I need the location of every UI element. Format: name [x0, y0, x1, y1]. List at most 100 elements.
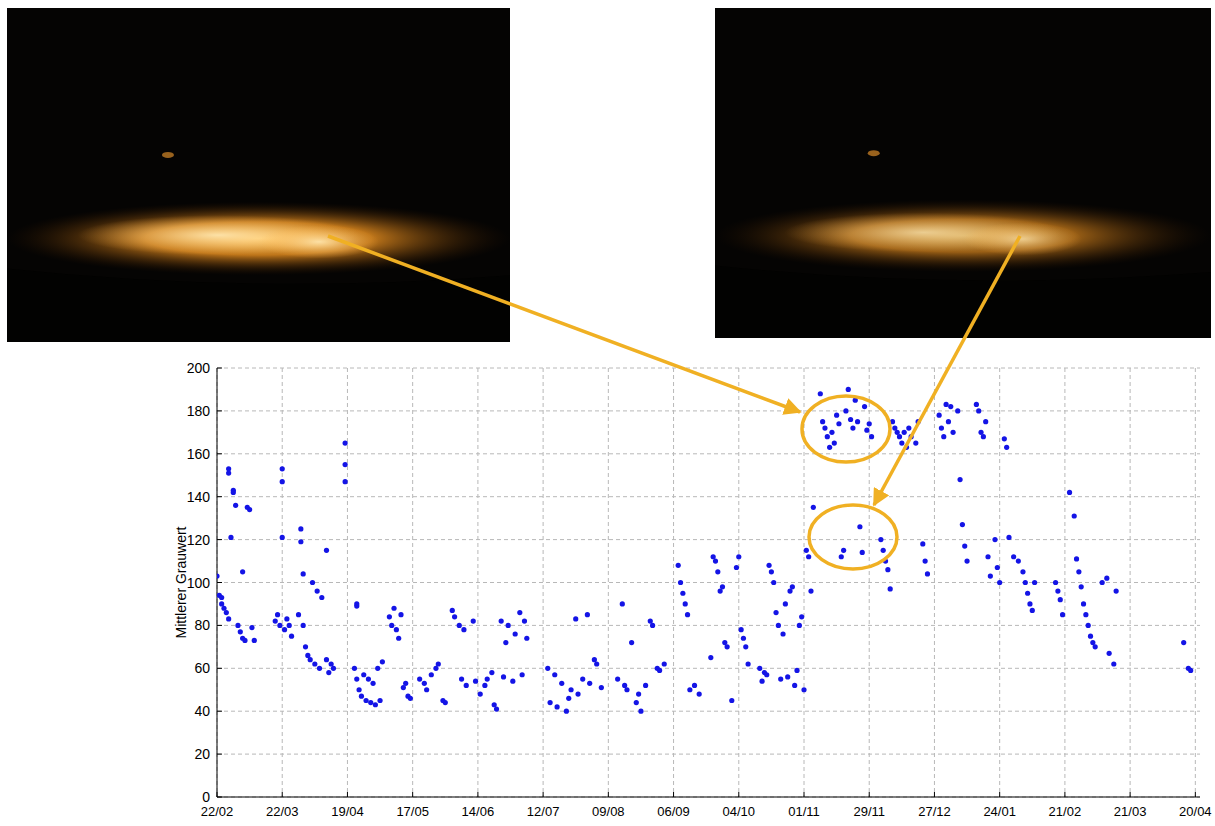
point: [398, 612, 403, 617]
axes: 02040608010012014016018020022/0222/0319/…: [173, 360, 1212, 819]
point: [343, 440, 348, 445]
point: [235, 623, 240, 628]
point: [846, 387, 851, 392]
point: [424, 687, 429, 692]
grid-line: [673, 368, 674, 797]
point: [301, 571, 306, 576]
tick-mark: [412, 792, 413, 797]
tick-label: 21/03: [1114, 804, 1147, 819]
tick-mark: [543, 792, 544, 797]
point: [370, 681, 375, 686]
point: [366, 676, 371, 681]
point: [955, 408, 960, 413]
point: [1081, 601, 1086, 606]
grid-line: [217, 625, 1200, 626]
point: [324, 548, 329, 553]
point: [524, 636, 529, 641]
point: [680, 591, 685, 596]
point: [319, 595, 324, 600]
point: [343, 462, 348, 467]
point: [1083, 612, 1088, 617]
point: [450, 608, 455, 613]
highlight-ellipse: [809, 505, 897, 569]
point: [678, 580, 683, 585]
point: [354, 603, 359, 608]
point: [387, 614, 392, 619]
point: [545, 666, 550, 671]
tick-label: 120: [187, 532, 211, 548]
point: [822, 425, 827, 430]
point: [308, 657, 313, 662]
point: [354, 676, 359, 681]
point: [559, 681, 564, 686]
point: [461, 627, 466, 632]
tick-mark: [217, 625, 222, 626]
tick-mark: [738, 792, 739, 797]
grid-line: [217, 368, 218, 797]
point: [457, 623, 462, 628]
point: [585, 612, 590, 617]
point: [324, 657, 329, 662]
point: [739, 627, 744, 632]
grid: [217, 368, 1200, 797]
point: [1088, 634, 1093, 639]
foreground: [715, 265, 1211, 338]
point: [715, 569, 720, 574]
point: [687, 687, 692, 692]
tick-label: 19/04: [331, 804, 364, 819]
grid-line: [217, 754, 1200, 755]
photo: [715, 8, 1211, 338]
tick-mark: [217, 453, 222, 454]
point: [685, 612, 690, 617]
point: [713, 558, 718, 563]
tick-mark: [217, 368, 222, 369]
point: [811, 505, 816, 510]
point: [783, 601, 788, 606]
point: [226, 616, 231, 621]
point: [1104, 576, 1109, 581]
point: [361, 672, 366, 677]
distant-light: [868, 150, 880, 156]
point: [897, 434, 902, 439]
point: [615, 676, 620, 681]
grid-line: [217, 582, 1200, 583]
street-lights: [963, 223, 1082, 256]
point: [946, 419, 951, 424]
tick-label: 0: [202, 789, 210, 805]
point: [983, 419, 988, 424]
point: [478, 691, 483, 696]
point: [985, 554, 990, 559]
town-lights: [7, 202, 510, 275]
grid-line: [217, 496, 1200, 497]
point: [867, 421, 872, 426]
grid-line: [217, 539, 1200, 540]
point: [408, 696, 413, 701]
tick-label: 12/07: [527, 804, 560, 819]
point: [692, 683, 697, 688]
point: [1016, 558, 1021, 563]
grid-line: [934, 368, 935, 797]
point: [841, 548, 846, 553]
point: [773, 610, 778, 615]
point: [289, 634, 294, 639]
point: [1053, 580, 1058, 585]
point: [1027, 601, 1032, 606]
point: [249, 625, 254, 630]
point: [1188, 668, 1193, 673]
point: [522, 619, 527, 624]
point: [1023, 580, 1028, 585]
point: [729, 698, 734, 703]
point: [734, 565, 739, 570]
point: [436, 661, 441, 666]
point: [552, 672, 557, 677]
tick-label: 14/06: [462, 804, 495, 819]
tick-label: 01/11: [788, 804, 820, 819]
arrow: [874, 236, 1020, 505]
point: [1002, 436, 1007, 441]
point: [489, 670, 494, 675]
grid-line: [217, 668, 1200, 669]
point: [855, 419, 860, 424]
tick-mark: [217, 496, 222, 497]
point: [962, 543, 967, 548]
point: [657, 668, 662, 673]
